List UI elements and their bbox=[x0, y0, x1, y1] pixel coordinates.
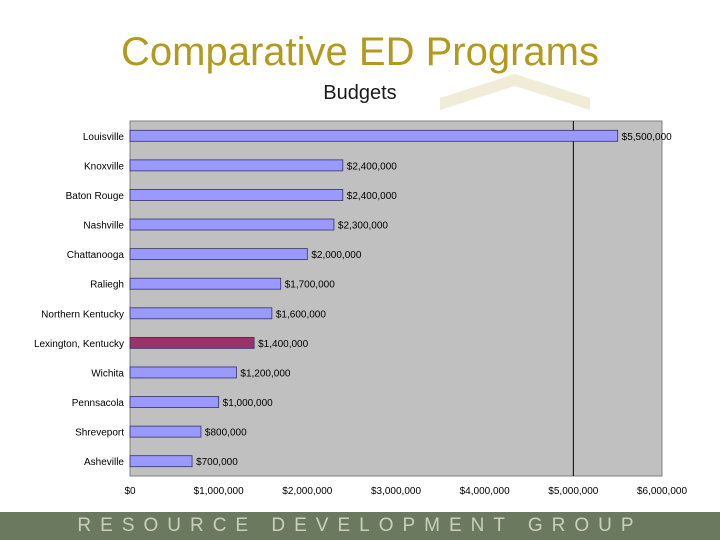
bar bbox=[129, 396, 220, 408]
bar bbox=[129, 307, 273, 320]
data-label: $2,400,000 bbox=[347, 191, 397, 202]
bar bbox=[129, 129, 619, 142]
chart-subtitle: Budgets bbox=[323, 82, 397, 104]
category-label: Raliegh bbox=[90, 280, 124, 291]
category-label: Louisville bbox=[83, 132, 125, 143]
bar bbox=[129, 189, 344, 201]
data-label: $1,700,000 bbox=[285, 280, 335, 291]
data-label: $1,600,000 bbox=[276, 309, 326, 320]
data-label: $2,400,000 bbox=[347, 161, 397, 172]
x-tick-label: $1,000,000 bbox=[194, 486, 244, 497]
footer-text: RESOURCE DEVELOPMENT GROUP bbox=[77, 515, 643, 536]
x-tick-label: $6,000,000 bbox=[637, 486, 687, 497]
category-label: Nashville bbox=[83, 221, 124, 232]
category-label: Chattanooga bbox=[67, 250, 125, 261]
data-label: $2,000,000 bbox=[311, 250, 361, 261]
category-label: Northern Kentucky bbox=[41, 309, 124, 320]
plot-area bbox=[129, 120, 663, 477]
bar bbox=[129, 425, 202, 438]
category-label: Baton Rouge bbox=[66, 191, 125, 202]
x-tick-label: $0 bbox=[124, 486, 136, 497]
data-label: $1,400,000 bbox=[258, 339, 308, 350]
bar bbox=[129, 218, 335, 231]
data-label: $1,000,000 bbox=[223, 398, 273, 409]
category-label: Pennsacola bbox=[72, 398, 125, 409]
bar bbox=[129, 248, 308, 261]
bar bbox=[129, 455, 193, 468]
footer-bar: RESOURCE DEVELOPMENT GROUP bbox=[0, 512, 720, 540]
bar-chart: Louisville $5,500,000 Knoxville $2,400,000 B… bbox=[34, 120, 687, 497]
page-title: Comparative ED Programs bbox=[121, 30, 599, 74]
category-label: Asheville bbox=[84, 457, 124, 468]
category-label: Knoxville bbox=[84, 161, 124, 172]
data-label: $2,300,000 bbox=[338, 221, 388, 232]
watermark-chevron-icon bbox=[440, 74, 590, 110]
data-label: $800,000 bbox=[205, 428, 247, 439]
category-label: Shreveport bbox=[75, 428, 124, 439]
bar bbox=[129, 159, 344, 172]
bar bbox=[129, 366, 237, 379]
highlight-bar bbox=[129, 336, 255, 349]
x-tick-label: $5,000,000 bbox=[548, 486, 598, 497]
data-label: $1,200,000 bbox=[240, 368, 290, 379]
category-label: Wichita bbox=[91, 368, 124, 379]
x-tick-label: $4,000,000 bbox=[460, 486, 510, 497]
x-tick-label: $3,000,000 bbox=[371, 486, 421, 497]
data-label: $5,500,000 bbox=[622, 132, 672, 143]
x-tick-label: $2,000,000 bbox=[282, 486, 332, 497]
bar bbox=[129, 277, 282, 290]
category-label: Lexington, Kentucky bbox=[34, 339, 124, 350]
data-label: $700,000 bbox=[196, 457, 238, 468]
